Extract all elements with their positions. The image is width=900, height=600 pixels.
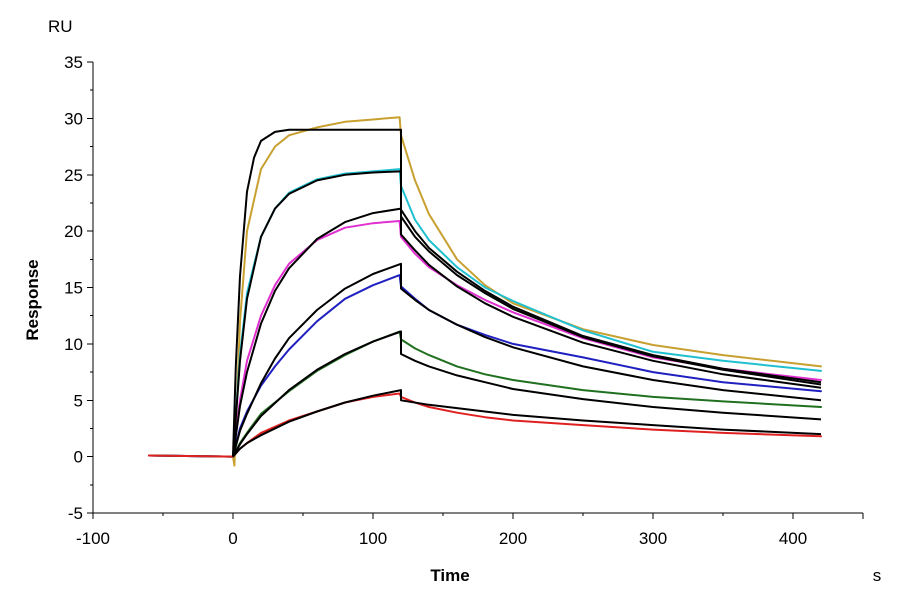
x-axis-title: Time bbox=[430, 566, 469, 585]
x-unit-label: s bbox=[873, 566, 882, 585]
axes: -5 0 5 10 15 20 25 30 35 -100 0 100 200 300 400 bbox=[64, 53, 864, 548]
y-ticks: -5 0 5 10 15 20 25 30 35 bbox=[64, 53, 93, 523]
fit-line-3 bbox=[232, 207, 822, 457]
fit-line-1 bbox=[232, 128, 822, 457]
y-tick-label: 20 bbox=[64, 222, 83, 241]
y-tick-label: -5 bbox=[68, 504, 83, 523]
x-tick-label: 0 bbox=[228, 529, 237, 548]
fit-line-6 bbox=[232, 389, 822, 458]
x-ticks: -100 0 100 200 300 400 bbox=[76, 513, 864, 548]
fit-line-2 bbox=[232, 170, 822, 457]
x-tick-label: 200 bbox=[499, 529, 527, 548]
y-tick-label: 35 bbox=[64, 53, 83, 72]
y-axis-title: Response bbox=[23, 259, 42, 340]
x-tick-label: 100 bbox=[359, 529, 387, 548]
y-tick-label: 25 bbox=[64, 166, 83, 185]
series-line-6 bbox=[148, 392, 822, 458]
y-tick-label: 30 bbox=[64, 109, 83, 128]
series-line-3 bbox=[148, 220, 822, 458]
y-tick-label: 15 bbox=[64, 279, 83, 298]
fit-curves-layer bbox=[232, 128, 822, 458]
y-tick-label: 0 bbox=[74, 448, 83, 467]
y-tick-label: 10 bbox=[64, 335, 83, 354]
x-tick-label: 400 bbox=[779, 529, 807, 548]
y-unit-label: RU bbox=[48, 17, 73, 36]
x-tick-label: 300 bbox=[639, 529, 667, 548]
fit-line-5 bbox=[232, 330, 822, 458]
fit-line-4 bbox=[232, 262, 822, 457]
x-tick-label: -100 bbox=[76, 529, 110, 548]
y-tick-label: 5 bbox=[74, 391, 83, 410]
